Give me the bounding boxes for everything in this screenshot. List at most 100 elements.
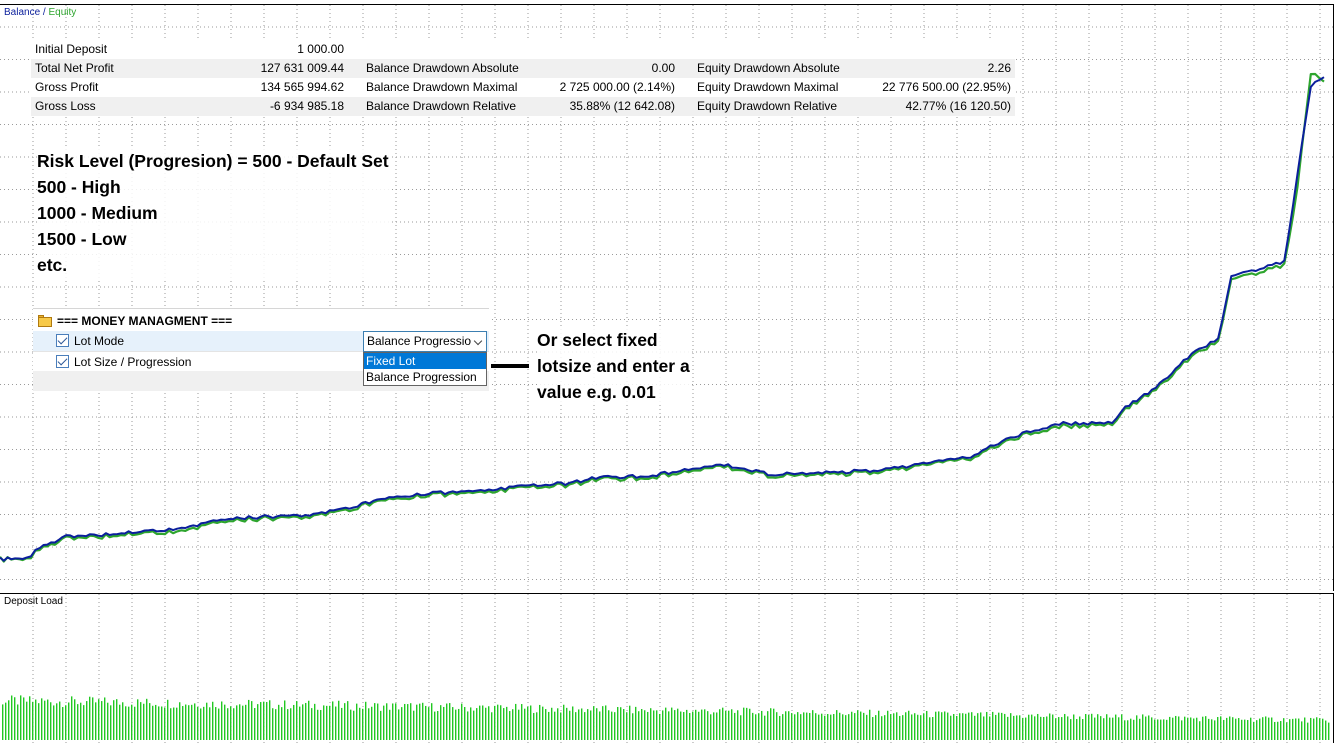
deposit-load-bar	[563, 704, 565, 740]
money-management-header[interactable]: === MONEY MANAGMENT ===	[33, 311, 489, 331]
deposit-load-bar	[935, 711, 937, 740]
deposit-load-bar	[1016, 715, 1018, 740]
deposit-load-bar	[1148, 715, 1150, 740]
deposit-load-bar	[1274, 721, 1276, 740]
chart-series	[0, 72, 1325, 563]
deposit-load-bar	[548, 711, 550, 740]
deposit-load-bar	[1265, 716, 1267, 740]
deposit-load-bar	[278, 704, 280, 740]
deposit-load-bar	[920, 715, 922, 740]
option-balance-progression[interactable]: Balance Progression	[366, 370, 477, 384]
deposit-load-bar	[623, 709, 625, 740]
deposit-load-bar	[899, 715, 901, 740]
deposit-load-bar	[32, 701, 34, 740]
deposit-load-bar	[761, 710, 763, 740]
lot-mode-checkbox[interactable]	[56, 334, 69, 347]
deposit-load-bar	[314, 703, 316, 740]
stat-value: 127 631 009.44	[260, 61, 344, 75]
deposit-load-bar	[530, 705, 532, 740]
deposit-load-bar	[806, 712, 808, 740]
deposit-load-bar	[1298, 718, 1300, 740]
deposit-load-bar	[110, 705, 112, 740]
series-line-equity	[0, 72, 1325, 563]
deposit-load-bar	[1073, 714, 1075, 740]
deposit-load-bar	[701, 709, 703, 740]
deposit-load-bar	[26, 701, 28, 740]
deposit-load-bar	[785, 711, 787, 740]
deposit-load-bar	[503, 708, 505, 740]
deposit-load-bar	[1088, 714, 1090, 740]
deposit-load-bar	[1127, 720, 1129, 740]
deposit-load-bar	[1250, 717, 1252, 740]
deposit-load-bar	[992, 711, 994, 740]
risk-note-line: 1500 - Low	[37, 229, 127, 249]
deposit-load-bar	[539, 704, 541, 740]
stat-value: 0.00	[651, 61, 675, 75]
deposit-load-bar	[749, 708, 751, 740]
deposit-load-bar	[476, 708, 478, 740]
deposit-load-bar	[716, 712, 718, 740]
deposit-load-bar	[497, 704, 499, 740]
deposit-load-bar	[203, 706, 205, 740]
deposit-load-bar	[410, 703, 412, 740]
deposit-load-bar	[392, 703, 394, 740]
deposit-load-bar	[53, 705, 55, 740]
lot-mode-label: Lot Mode	[74, 334, 125, 348]
lot-size-checkbox[interactable]	[56, 355, 69, 368]
deposit-load-bar	[662, 710, 664, 740]
deposit-load-bar	[866, 714, 868, 740]
deposit-load-bar	[248, 699, 250, 740]
deposit-load-bar	[833, 714, 835, 740]
deposit-load-bar	[383, 705, 385, 740]
deposit-load-bar	[1100, 716, 1102, 740]
deposit-load-bar	[998, 712, 1000, 740]
deposit-load-bar	[770, 708, 772, 740]
backtest-stats-table: Initial Deposit 1 000.00 Total Net Profi…	[31, 40, 1015, 116]
deposit-load-bar	[17, 704, 19, 740]
stat-label: Total Net Profit	[35, 61, 114, 75]
chevron-down-icon[interactable]	[473, 336, 483, 346]
deposit-load-bar	[1220, 716, 1222, 740]
option-fixed-lot[interactable]: Fixed Lot	[364, 353, 486, 369]
deposit-load-bar	[1259, 718, 1261, 740]
deposit-load-bar	[62, 707, 64, 740]
deposit-load-bar	[1172, 717, 1174, 740]
deposit-load-bar	[1316, 717, 1318, 740]
stat-label: Initial Deposit	[35, 42, 108, 56]
deposit-load-bar	[479, 705, 481, 740]
deposit-load-bar	[917, 714, 919, 740]
deposit-load-bar	[599, 711, 601, 740]
deposit-load-bar	[92, 697, 94, 740]
deposit-load-bar	[1085, 713, 1087, 740]
deposit-load-bar	[1058, 717, 1060, 740]
deposit-load-bar	[905, 712, 907, 740]
deposit-load-bar	[125, 706, 127, 740]
legend-equity: Equity	[48, 7, 77, 18]
deposit-load-bar	[629, 705, 631, 740]
deposit-load-bar	[704, 709, 706, 740]
deposit-load-bar	[167, 699, 169, 740]
deposit-load-bar	[275, 709, 277, 740]
deposit-load-bar	[365, 701, 367, 740]
deposit-load-bar	[335, 706, 337, 740]
deposit-load-bar	[506, 706, 508, 740]
deposit-load-bar	[656, 710, 658, 740]
deposit-load-bar	[827, 714, 829, 740]
deposit-load-bar	[569, 710, 571, 740]
lot-mode-dropdown[interactable]: Balance Progressio	[363, 331, 487, 352]
deposit-load-bar	[887, 710, 889, 740]
fixed-lot-note: Or select fixed lotsize and enter a valu…	[537, 327, 690, 405]
deposit-load-bar	[389, 709, 391, 740]
deposit-load-bar	[878, 710, 880, 740]
deposit-load-bar	[869, 709, 871, 740]
deposit-load-bar	[677, 708, 679, 740]
risk-note-line: etc.	[37, 255, 68, 275]
deposit-load-bar	[809, 712, 811, 740]
deposit-load-bar	[59, 701, 61, 740]
deposit-load-bar	[440, 705, 442, 740]
stat-label: Equity Drawdown Absolute	[697, 61, 840, 75]
deposit-load-bar	[416, 704, 418, 740]
deposit-load-bar	[533, 712, 535, 740]
deposit-load-bar	[71, 696, 73, 740]
deposit-load-bar	[893, 713, 895, 740]
